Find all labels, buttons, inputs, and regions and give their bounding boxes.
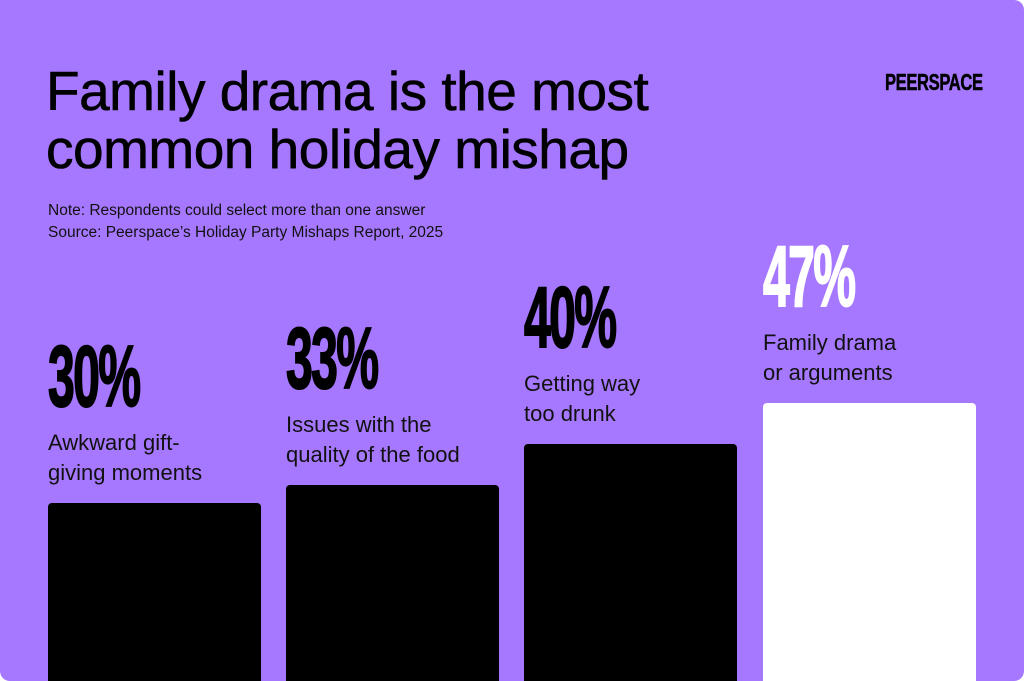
- bar-label-line-1: Awkward gift-: [48, 430, 180, 455]
- bar-label-line-2: giving moments: [48, 460, 203, 485]
- peerspace-logo: PEERSPACE: [885, 69, 983, 95]
- bar-label-line-2: quality of the food: [286, 442, 460, 467]
- bar: [48, 503, 261, 681]
- bar-label-line-2: too drunk: [524, 401, 616, 426]
- bar-value: 33%: [285, 311, 379, 407]
- bar-group-too-drunk: 40% Getting way too drunk: [523, 0, 737, 681]
- bar-label: Family drama or arguments: [763, 328, 896, 388]
- chart-title-line-2: common holiday mishap: [46, 118, 630, 180]
- chart-title-line-1: Family drama is the most: [46, 60, 649, 122]
- bar-label: Getting way too drunk: [524, 369, 640, 429]
- bar-value: 30%: [47, 329, 141, 425]
- chart-title: Family drama is the most common holiday …: [46, 60, 649, 180]
- bar-group-food-quality: 33% Issues with the quality of the food: [285, 0, 499, 681]
- bar-group-awkward-gifts: 30% Awkward gift- giving moments: [47, 0, 261, 681]
- bar-label: Issues with the quality of the food: [286, 410, 460, 470]
- bar: [286, 485, 499, 681]
- bar-label: Awkward gift- giving moments: [48, 428, 202, 488]
- bar-label-line-1: Family drama: [763, 330, 897, 355]
- bar-label-line-2: or arguments: [763, 360, 893, 385]
- chart-notes: Note: Respondents could select more than…: [48, 200, 443, 244]
- bar-label-line-1: Issues with the: [286, 412, 432, 437]
- bar: [524, 444, 737, 681]
- note-text: Note: Respondents could select more than…: [48, 202, 426, 219]
- source-text: Source: Peerspace’s Holiday Party Mishap…: [48, 224, 444, 241]
- bar-highlighted: [763, 403, 976, 681]
- bar-value-highlighted: 47%: [762, 229, 856, 325]
- bar-value: 40%: [523, 270, 617, 366]
- bar-group-family-drama: 47% Family drama or arguments: [762, 0, 976, 681]
- bar-label-line-1: Getting way: [524, 371, 641, 396]
